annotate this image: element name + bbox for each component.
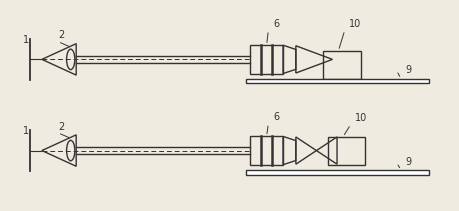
- Text: 6: 6: [273, 112, 279, 122]
- Bar: [323, 51, 361, 79]
- Text: 1: 1: [22, 126, 29, 136]
- Text: 9: 9: [406, 157, 412, 167]
- Text: 1: 1: [22, 35, 29, 45]
- Bar: [250, 137, 283, 165]
- Text: 6: 6: [273, 19, 279, 29]
- Text: 2: 2: [58, 122, 64, 132]
- Bar: [246, 79, 429, 84]
- Text: 2: 2: [58, 30, 64, 41]
- Bar: [246, 170, 429, 175]
- Text: 10: 10: [349, 19, 362, 29]
- Bar: [250, 45, 283, 74]
- Text: 9: 9: [406, 65, 412, 75]
- Bar: [328, 137, 365, 165]
- Text: 10: 10: [355, 113, 368, 123]
